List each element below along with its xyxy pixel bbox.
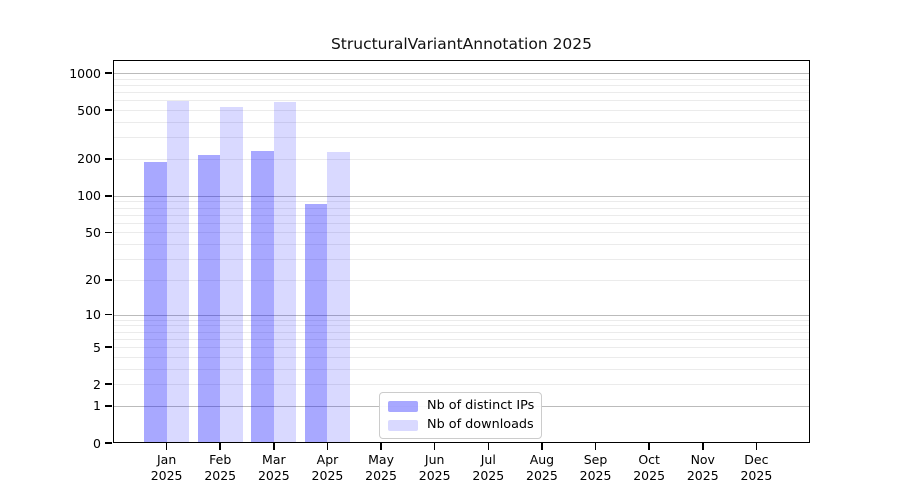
y-minor-gridline [113,121,810,123]
x-tick-label-oct: Oct 2025 [633,452,666,483]
bar-downloads-jan [166,101,189,443]
y-tick-label: 1000 [69,65,101,81]
y-minor-gridline [113,368,810,370]
x-tick-label-may: May 2025 [365,452,397,483]
x-tick-label-aug: Aug 2025 [526,452,558,483]
y-major-gridline [113,195,810,197]
x-tick-mark [541,443,543,450]
y-tick-mark [105,279,112,281]
x-tick-label-jun: Jun 2025 [418,452,451,483]
y-minor-gridline [113,338,810,340]
y-minor-gridline [113,325,810,327]
y-minor-gridline [113,244,810,246]
y-tick-mark [105,383,112,385]
legend-label-distinct-ips: Nb of distinct IPs [427,398,535,413]
legend-label-downloads: Nb of downloads [427,417,534,432]
plot-area [113,60,810,443]
y-minor-gridline [113,84,810,86]
y-minor-gridline [113,331,810,333]
bar-distinct-ips-mar [251,151,274,443]
y-tick-label: 2 [93,376,101,392]
legend-swatch-distinct-ips [388,400,418,412]
chart-title: StructuralVariantAnnotation 2025 [330,35,593,53]
y-minor-gridline [113,347,810,349]
x-tick-label-jul: Jul 2025 [472,452,505,483]
y-minor-gridline [113,232,810,234]
y-tick-mark [105,72,112,74]
y-minor-gridline [113,201,810,203]
x-tick-label-sep: Sep 2025 [579,452,612,483]
y-minor-gridline [113,137,810,139]
x-tick-mark [219,443,222,450]
legend-swatch-downloads [388,419,418,431]
y-tick-label: 0 [93,435,101,451]
y-minor-gridline [113,222,810,224]
y-tick-label: 100 [77,188,101,204]
y-tick-mark [105,405,112,407]
x-tick-mark [701,443,704,450]
y-minor-gridline [113,158,810,160]
y-tick-mark [105,195,112,197]
x-tick-label-mar: Mar 2025 [257,452,290,483]
x-tick-mark [594,443,597,450]
legend-entry-downloads: Nb of downloads [388,417,534,433]
y-minor-gridline [113,384,810,386]
y-tick-mark [105,313,112,316]
y-tick-mark [105,442,112,444]
y-tick-label: 500 [77,102,101,118]
y-tick-label: 1 [93,398,101,414]
x-tick-mark [273,443,275,450]
x-tick-mark [433,443,436,450]
y-minor-gridline [113,100,810,102]
y-tick-label: 10 [85,307,101,323]
y-minor-gridline [113,356,810,358]
x-tick-label-feb: Feb 2025 [204,452,237,483]
bar-downloads-apr [327,152,350,443]
y-minor-gridline [113,214,810,216]
y-minor-gridline [113,207,810,209]
bar-distinct-ips-jan [144,161,167,443]
y-tick-mark [105,109,112,111]
y-tick-label: 5 [93,339,101,355]
y-minor-gridline [113,279,810,281]
y-minor-gridline [113,319,810,321]
x-tick-label-nov: Nov 2025 [686,452,719,483]
x-tick-mark [755,443,758,450]
legend-entry-distinct-ips: Nb of distinct IPs [388,398,535,414]
y-tick-label: 200 [77,151,101,167]
x-tick-mark [648,443,650,450]
bar-downloads-feb [220,106,243,443]
y-minor-gridline [113,78,810,80]
bar-downloads-mar [273,102,297,443]
bar-distinct-ips-feb [197,155,221,443]
x-tick-mark [487,443,490,450]
y-major-gridline [113,73,810,74]
y-minor-gridline [113,259,810,261]
x-tick-label-apr: Apr 2025 [311,452,344,483]
legend: Nb of distinct IPs Nb of downloads [379,392,542,439]
x-tick-mark [165,443,168,450]
y-tick-mark [105,231,112,234]
x-tick-label-dec: Dec 2025 [740,452,773,483]
x-tick-mark [380,443,382,450]
bar-distinct-ips-apr [305,204,328,443]
y-tick-label: 50 [85,224,101,240]
x-tick-mark [326,443,329,450]
x-tick-label-jan: Jan 2025 [150,452,183,483]
y-minor-gridline [113,92,810,94]
y-tick-mark [105,346,112,348]
y-minor-gridline [113,110,810,112]
y-tick-mark [105,158,112,160]
y-tick-label: 20 [85,272,101,288]
y-major-gridline [113,314,810,316]
